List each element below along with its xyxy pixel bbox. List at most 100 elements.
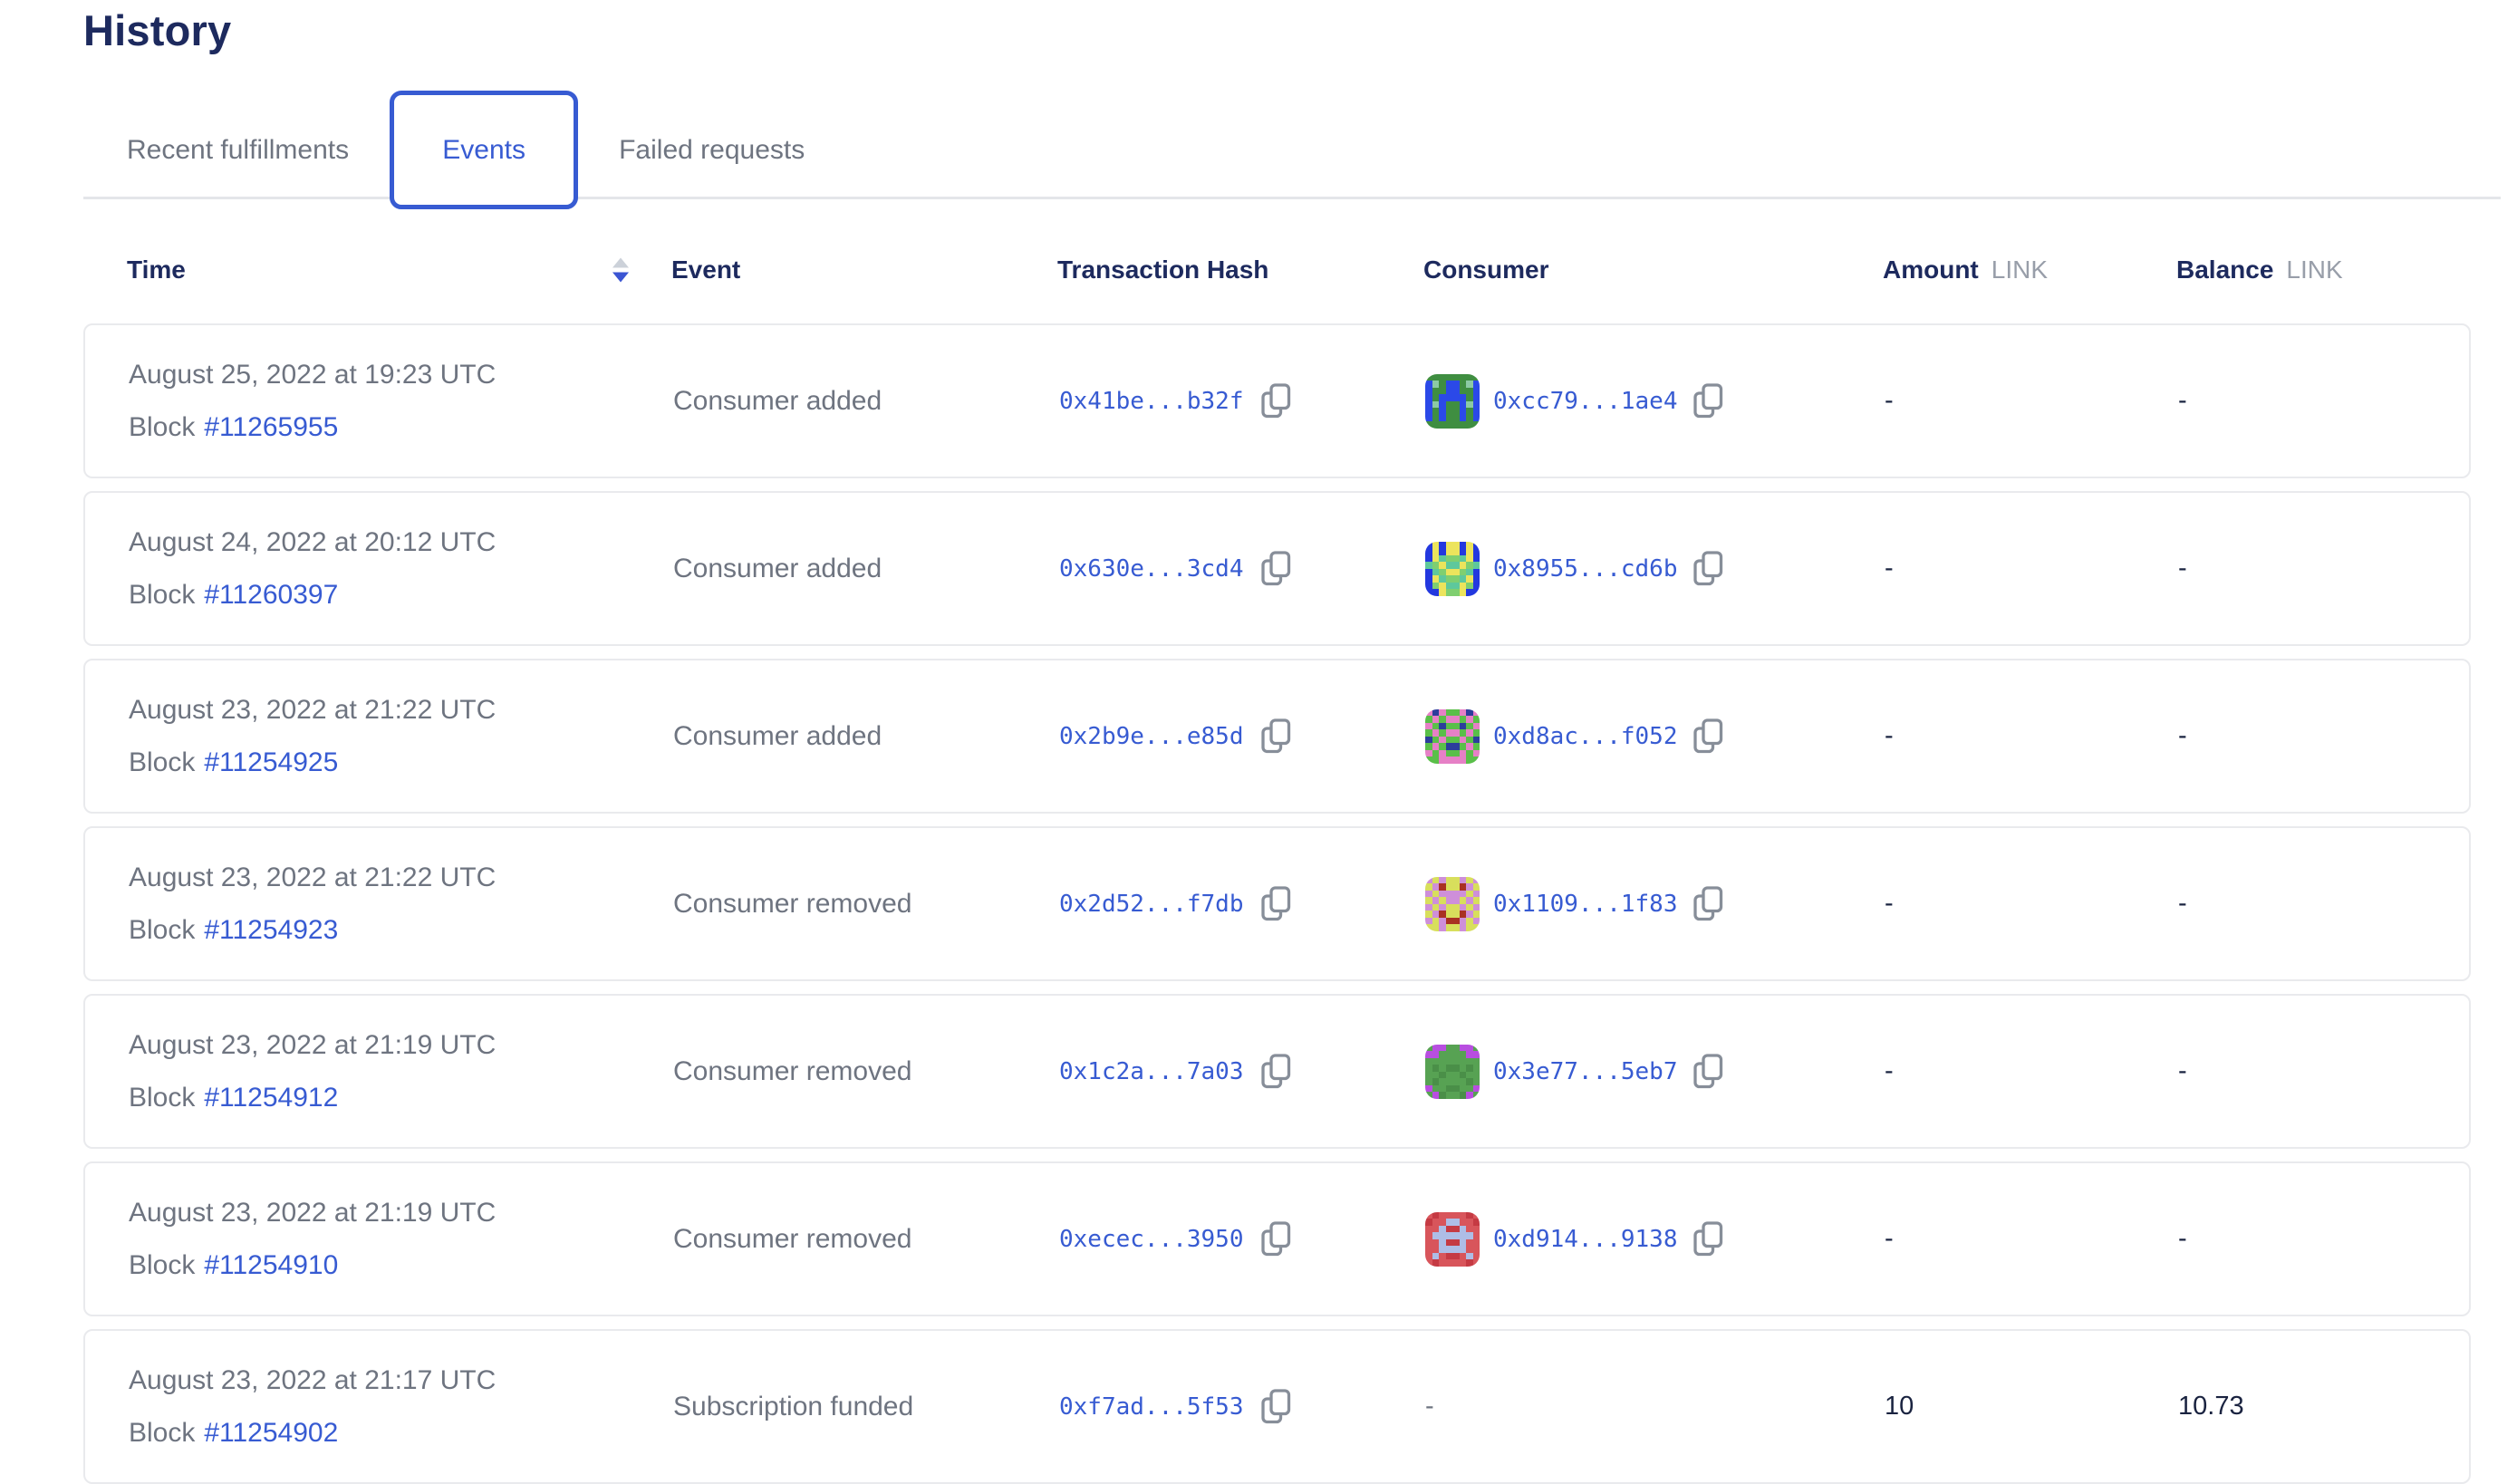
table-row: August 23, 2022 at 21:22 UTC Block #11254…: [83, 826, 2471, 981]
event-date: August 23, 2022 at 21:19 UTC: [129, 1197, 497, 1228]
consumer-cell: 0x8955...cd6b: [1425, 541, 1885, 596]
copy-icon[interactable]: [1260, 381, 1293, 421]
sort-down-arrow: [612, 272, 629, 283]
event-type: Consumer removed: [673, 1055, 912, 1086]
consumer-cell: 0xcc79...1ae4: [1425, 373, 1885, 429]
consumer-address-link[interactable]: 0xd914...9138: [1493, 1225, 1678, 1253]
copy-icon[interactable]: [1692, 1219, 1725, 1259]
copy-icon[interactable]: [1260, 717, 1293, 756]
consumer-address-link[interactable]: 0x1109...1f83: [1493, 890, 1678, 918]
tx-hash-cell: 0xecec...3950: [1059, 1219, 1425, 1259]
tabs-divider: [83, 197, 2501, 199]
consumer-avatar-identicon: [1425, 541, 1480, 596]
block-number-link[interactable]: #11265955: [204, 411, 339, 442]
column-header-balance: Balance LINK: [2176, 255, 2343, 284]
block-label: Block: [129, 914, 196, 945]
column-header-amount: Amount LINK: [1883, 255, 2049, 284]
block-line: Block #11254925: [129, 747, 673, 778]
block-line: Block #11265955: [129, 412, 673, 443]
tx-hash-cell: 0x41be...b32f: [1059, 381, 1425, 421]
time-cell: August 25, 2022 at 19:23 UTC Block #11265…: [129, 360, 673, 443]
tx-hash-link[interactable]: 0xecec...3950: [1059, 1225, 1244, 1253]
tx-hash-link[interactable]: 0x1c2a...7a03: [1059, 1057, 1244, 1085]
block-line: Block #11260397: [129, 580, 673, 611]
event-date: August 23, 2022 at 21:22 UTC: [129, 694, 497, 725]
block-label: Block: [129, 411, 196, 442]
consumer-address-link[interactable]: 0x8955...cd6b: [1493, 554, 1678, 583]
block-label: Block: [129, 1417, 196, 1448]
table-row: August 23, 2022 at 21:22 UTC Block #11254…: [83, 659, 2471, 814]
consumer-cell: -: [1425, 1392, 1885, 1421]
consumer-address-link[interactable]: 0x3e77...5eb7: [1493, 1057, 1678, 1085]
tx-hash-link[interactable]: 0x2b9e...e85d: [1059, 722, 1244, 750]
time-cell: August 23, 2022 at 21:19 UTC Block #11254…: [129, 1198, 673, 1281]
block-label: Block: [129, 1082, 196, 1113]
table-row: August 24, 2022 at 20:12 UTC Block #11260…: [83, 491, 2471, 646]
block-number-link[interactable]: #11254902: [204, 1417, 339, 1448]
balance-value: -: [2178, 554, 2187, 583]
block-label: Block: [129, 579, 196, 610]
copy-icon[interactable]: [1260, 1387, 1293, 1427]
event-type: Consumer removed: [673, 1223, 912, 1254]
block-number-link[interactable]: #11260397: [204, 579, 339, 610]
block-label: Block: [129, 747, 196, 777]
balance-value: -: [2178, 386, 2187, 415]
amount-value: -: [1885, 1056, 1894, 1085]
tab-failed-requests[interactable]: Failed requests: [619, 134, 805, 165]
block-number-link[interactable]: #11254923: [204, 914, 339, 945]
copy-icon[interactable]: [1692, 884, 1725, 924]
tx-hash-link[interactable]: 0xf7ad...5f53: [1059, 1392, 1244, 1421]
tx-hash-cell: 0x1c2a...7a03: [1059, 1052, 1425, 1092]
consumer-cell: 0x3e77...5eb7: [1425, 1044, 1885, 1099]
column-header-time: Time: [127, 255, 671, 284]
balance-value: -: [2178, 1056, 2187, 1085]
time-cell: August 23, 2022 at 21:22 UTC Block #11254…: [129, 862, 673, 946]
balance-value: -: [2178, 889, 2187, 918]
copy-icon[interactable]: [1692, 381, 1725, 421]
events-table-body: August 25, 2022 at 19:23 UTC Block #11265…: [83, 323, 2471, 1484]
tab-events[interactable]: Events: [390, 91, 579, 209]
table-header: Time Event Transaction Hash Consumer Amo…: [83, 241, 2471, 299]
copy-icon[interactable]: [1692, 717, 1725, 756]
time-cell: August 23, 2022 at 21:19 UTC Block #11254…: [129, 1030, 673, 1113]
event-type: Consumer removed: [673, 888, 912, 919]
time-cell: August 24, 2022 at 20:12 UTC Block #11260…: [129, 527, 673, 611]
copy-icon[interactable]: [1260, 884, 1293, 924]
tx-hash-link[interactable]: 0x630e...3cd4: [1059, 554, 1244, 583]
consumer-avatar-identicon: [1425, 708, 1480, 764]
copy-icon[interactable]: [1260, 549, 1293, 589]
consumer-address-link[interactable]: 0xcc79...1ae4: [1493, 387, 1678, 415]
copy-icon[interactable]: [1692, 549, 1725, 589]
consumer-avatar-identicon: [1425, 373, 1480, 429]
amount-value: -: [1885, 889, 1894, 918]
copy-icon[interactable]: [1260, 1052, 1293, 1092]
consumer-avatar-identicon: [1425, 1211, 1480, 1267]
copy-icon[interactable]: [1260, 1219, 1293, 1259]
time-cell: August 23, 2022 at 21:22 UTC Block #11254…: [129, 695, 673, 778]
block-number-link[interactable]: #11254910: [204, 1249, 339, 1280]
amount-value: 10: [1885, 1392, 1914, 1421]
tab-recent-fulfillments[interactable]: Recent fulfillments: [127, 134, 350, 165]
consumer-avatar-identicon: [1425, 1044, 1480, 1099]
event-type: Subscription funded: [673, 1391, 914, 1421]
tx-hash-link[interactable]: 0x2d52...f7db: [1059, 890, 1244, 918]
block-number-link[interactable]: #11254925: [204, 747, 339, 777]
event-type: Consumer added: [673, 553, 882, 583]
consumer-address-link[interactable]: -: [1425, 1392, 1434, 1421]
block-number-link[interactable]: #11254912: [204, 1082, 339, 1113]
table-row: August 23, 2022 at 21:19 UTC Block #11254…: [83, 1161, 2471, 1316]
column-header-tx-hash: Transaction Hash: [1057, 255, 1269, 284]
amount-value: -: [1885, 386, 1894, 415]
sort-desc-icon[interactable]: [612, 257, 629, 283]
tx-hash-link[interactable]: 0x41be...b32f: [1059, 387, 1244, 415]
balance-value: 10.73: [2178, 1392, 2244, 1421]
amount-value: -: [1885, 721, 1894, 750]
copy-icon[interactable]: [1692, 1052, 1725, 1092]
consumer-address-link[interactable]: 0xd8ac...f052: [1493, 722, 1678, 750]
table-row: August 23, 2022 at 21:19 UTC Block #11254…: [83, 994, 2471, 1149]
column-header-consumer: Consumer: [1423, 255, 1549, 284]
event-date: August 23, 2022 at 21:17 UTC: [129, 1364, 497, 1395]
block-line: Block #11254902: [129, 1418, 673, 1449]
amount-value: -: [1885, 1224, 1894, 1253]
tab-bar: Recent fulfillments Events Failed reques…: [127, 91, 845, 209]
